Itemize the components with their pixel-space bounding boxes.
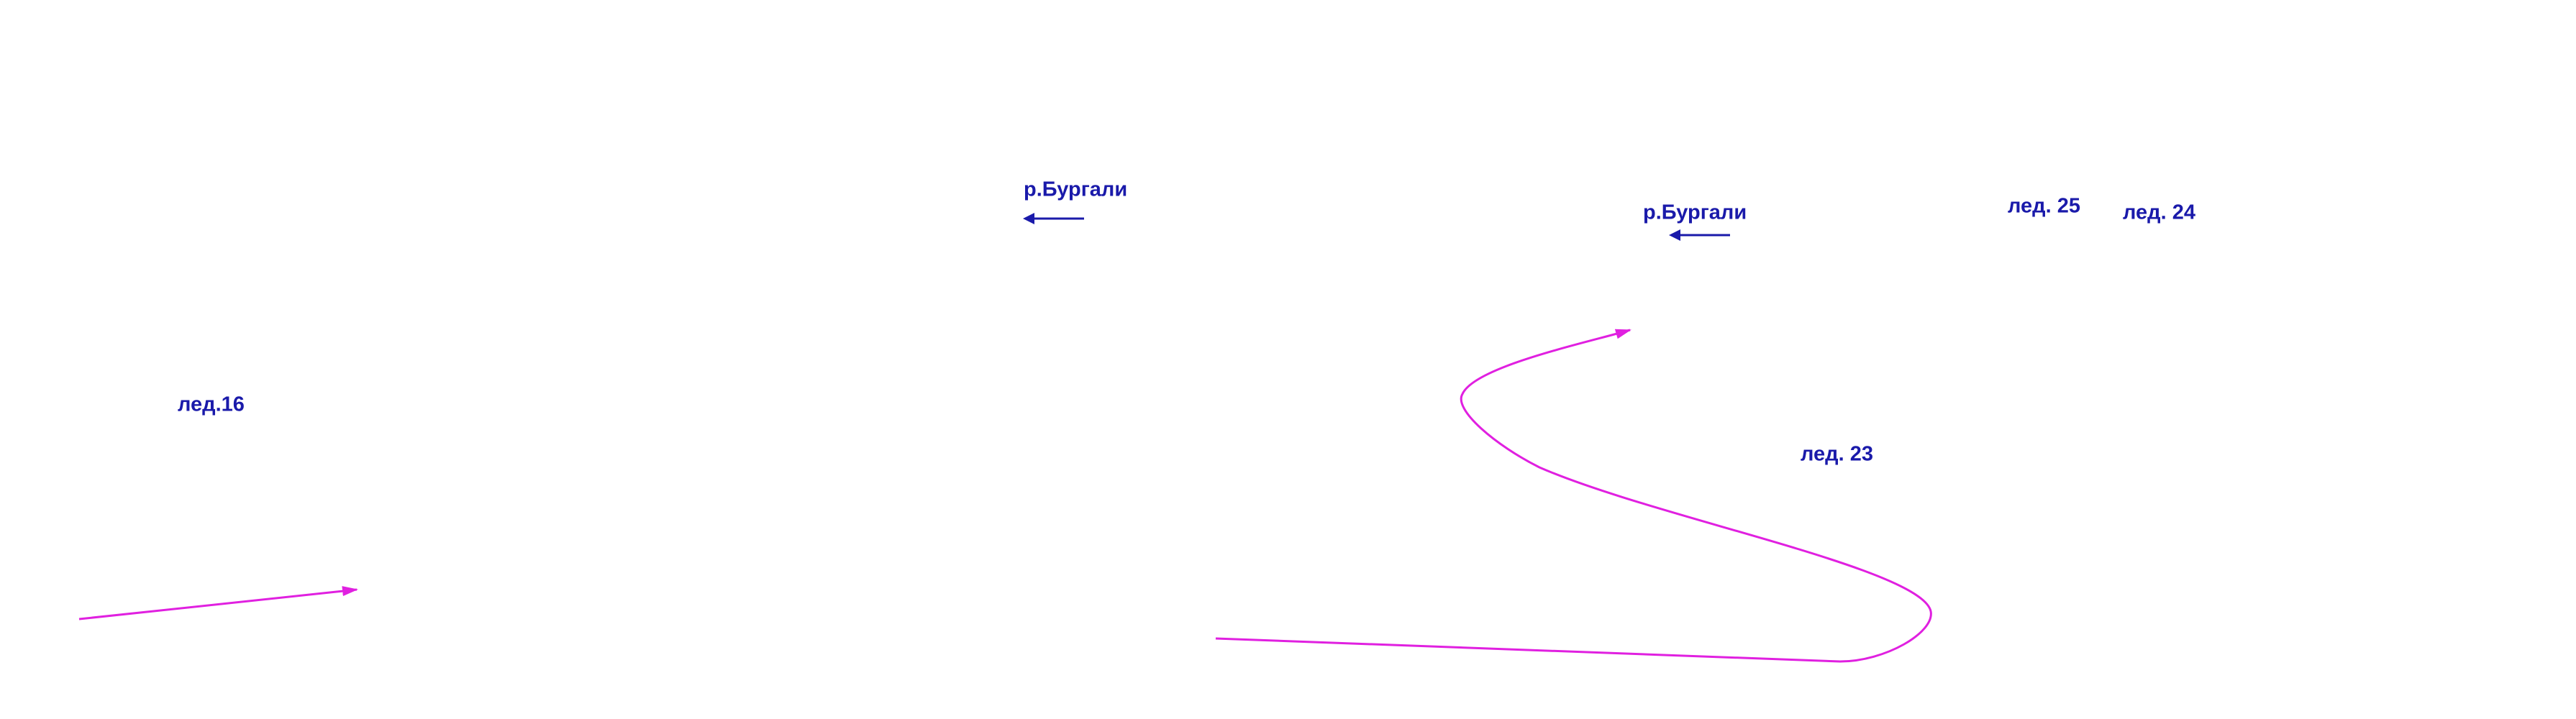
flow-arrowhead — [1669, 229, 1680, 241]
route-line — [78, 586, 358, 620]
glacier-label: лед. 25 — [2008, 195, 2080, 218]
glacier-label: лед.16 — [178, 393, 245, 416]
glacier-label: лед. 24 — [2123, 201, 2195, 224]
route-curve — [1215, 329, 1932, 663]
river-label: р.Бургали — [1643, 201, 1747, 224]
glacier-label: лед. 23 — [1801, 443, 1873, 466]
river-label: р.Бургали — [1024, 178, 1127, 201]
flow-arrowhead — [1023, 213, 1034, 224]
